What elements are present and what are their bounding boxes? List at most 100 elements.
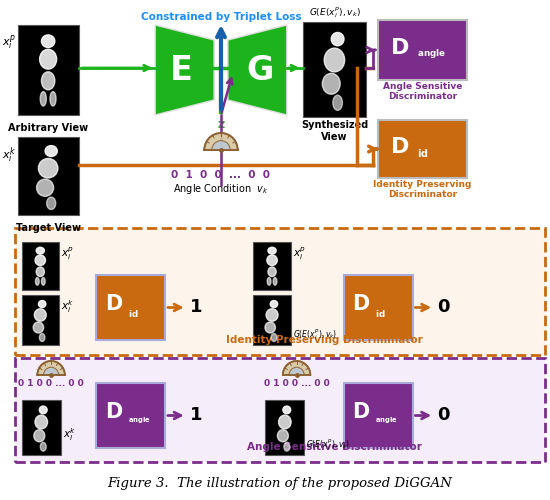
Ellipse shape — [35, 415, 47, 429]
Text: $_{\mathbf{angle}}$: $_{\mathbf{angle}}$ — [417, 48, 447, 60]
Ellipse shape — [284, 442, 290, 451]
Text: $G(E(x_i^p), v_k)$: $G(E(x_i^p), v_k)$ — [309, 5, 360, 20]
Ellipse shape — [39, 406, 47, 414]
FancyBboxPatch shape — [302, 22, 366, 117]
Text: $x_l^k$: $x_l^k$ — [63, 426, 76, 444]
Text: 1: 1 — [190, 298, 202, 316]
Ellipse shape — [40, 92, 46, 106]
Wedge shape — [43, 368, 59, 375]
Text: $x_i^p$: $x_i^p$ — [293, 246, 306, 262]
FancyBboxPatch shape — [96, 383, 165, 448]
FancyBboxPatch shape — [21, 242, 59, 290]
FancyBboxPatch shape — [254, 242, 291, 290]
Text: $x_i^k$: $x_i^k$ — [2, 145, 16, 165]
Ellipse shape — [324, 48, 345, 72]
Polygon shape — [228, 25, 287, 115]
Text: $G(E(x_i^p), v_k)$: $G(E(x_i^p), v_k)$ — [306, 438, 351, 452]
Ellipse shape — [268, 248, 276, 254]
Text: 0  1  0  0  ...  0  0: 0 1 0 0 ... 0 0 — [172, 170, 271, 180]
Ellipse shape — [273, 278, 277, 285]
Ellipse shape — [271, 334, 277, 342]
Wedge shape — [283, 361, 310, 375]
Text: E: E — [170, 54, 193, 86]
Text: Angle Sensitive
Discriminator: Angle Sensitive Discriminator — [383, 82, 462, 102]
Ellipse shape — [270, 300, 278, 308]
Ellipse shape — [40, 334, 45, 342]
Ellipse shape — [41, 35, 55, 48]
Text: Constrained by Triplet Loss: Constrained by Triplet Loss — [141, 12, 301, 22]
FancyBboxPatch shape — [344, 275, 412, 340]
Ellipse shape — [266, 308, 278, 322]
Text: Angle Condition  $v_k$: Angle Condition $v_k$ — [173, 182, 269, 196]
FancyBboxPatch shape — [265, 400, 305, 455]
Ellipse shape — [265, 322, 276, 333]
Ellipse shape — [333, 95, 343, 110]
Text: 0: 0 — [437, 406, 449, 424]
FancyBboxPatch shape — [378, 20, 466, 80]
Ellipse shape — [41, 72, 55, 90]
Ellipse shape — [36, 267, 45, 276]
FancyBboxPatch shape — [96, 275, 165, 340]
Ellipse shape — [36, 248, 45, 254]
Ellipse shape — [33, 322, 43, 333]
Text: $\mathbf{D}$: $\mathbf{D}$ — [390, 38, 409, 58]
Text: Target View: Target View — [15, 223, 81, 233]
Text: Arbitrary View: Arbitrary View — [8, 123, 88, 133]
Text: 0: 0 — [437, 298, 449, 316]
FancyBboxPatch shape — [18, 25, 79, 115]
Text: z: z — [217, 118, 224, 131]
Ellipse shape — [45, 146, 57, 156]
Text: $_{\mathbf{angle}}$: $_{\mathbf{angle}}$ — [128, 416, 151, 426]
Text: Angle Sensitive Discriminator: Angle Sensitive Discriminator — [248, 442, 422, 452]
Wedge shape — [289, 368, 304, 375]
Text: $G(E(x_i^p), v_k)$: $G(E(x_i^p), v_k)$ — [293, 328, 337, 342]
FancyBboxPatch shape — [15, 358, 545, 462]
Ellipse shape — [50, 92, 56, 106]
Ellipse shape — [277, 430, 288, 442]
Ellipse shape — [34, 430, 45, 442]
Text: $\mathbf{D}$: $\mathbf{D}$ — [353, 294, 371, 314]
Text: Figure 3.  The illustration of the proposed DiGGAN: Figure 3. The illustration of the propos… — [107, 477, 452, 490]
Text: $\mathbf{D}$: $\mathbf{D}$ — [105, 294, 123, 314]
Ellipse shape — [331, 32, 344, 46]
Ellipse shape — [322, 74, 340, 94]
FancyBboxPatch shape — [15, 228, 545, 355]
Text: $_{\mathbf{angle}}$: $_{\mathbf{angle}}$ — [375, 416, 398, 426]
Text: $x_i^k$: $x_i^k$ — [61, 298, 74, 316]
Text: $\mathbf{D}$: $\mathbf{D}$ — [353, 402, 371, 422]
Ellipse shape — [35, 278, 39, 285]
Text: $_{\mathbf{id}}$: $_{\mathbf{id}}$ — [375, 306, 386, 319]
Text: $_{\mathbf{id}}$: $_{\mathbf{id}}$ — [128, 306, 138, 319]
Ellipse shape — [267, 278, 271, 285]
Text: $x_i^p$: $x_i^p$ — [61, 246, 74, 262]
Text: 0 1 0 0 ... 0 0: 0 1 0 0 ... 0 0 — [18, 379, 84, 388]
Text: $\mathbf{D}$: $\mathbf{D}$ — [105, 402, 123, 422]
Text: $x_i^p$: $x_i^p$ — [2, 34, 16, 52]
FancyBboxPatch shape — [21, 400, 61, 455]
Polygon shape — [155, 25, 214, 115]
Ellipse shape — [267, 255, 277, 266]
FancyBboxPatch shape — [254, 295, 291, 345]
Ellipse shape — [36, 179, 53, 196]
Ellipse shape — [268, 267, 276, 276]
Text: 1: 1 — [190, 406, 202, 424]
Ellipse shape — [41, 278, 45, 285]
FancyBboxPatch shape — [378, 120, 466, 178]
Wedge shape — [204, 133, 238, 150]
Wedge shape — [37, 361, 65, 375]
Ellipse shape — [47, 197, 56, 209]
Ellipse shape — [39, 300, 46, 308]
Ellipse shape — [34, 308, 46, 322]
FancyBboxPatch shape — [21, 295, 59, 345]
Text: Identity Preserving Discriminator: Identity Preserving Discriminator — [226, 335, 422, 345]
Ellipse shape — [40, 50, 57, 69]
Text: G: G — [246, 54, 274, 86]
Ellipse shape — [39, 158, 58, 178]
Text: Identity Preserving
Discriminator: Identity Preserving Discriminator — [373, 180, 471, 200]
Ellipse shape — [40, 442, 46, 451]
Wedge shape — [212, 140, 230, 150]
Text: Synthesized
View: Synthesized View — [301, 120, 368, 142]
Text: 0 1 0 0 ... 0 0: 0 1 0 0 ... 0 0 — [264, 379, 329, 388]
Ellipse shape — [278, 415, 291, 429]
FancyBboxPatch shape — [344, 383, 412, 448]
